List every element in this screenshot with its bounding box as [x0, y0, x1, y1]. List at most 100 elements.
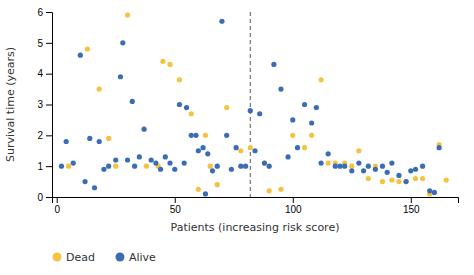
chart: 0501001500123456Patients (increasing ris…	[0, 0, 474, 275]
point	[290, 117, 295, 122]
point	[385, 170, 390, 175]
point	[177, 102, 182, 107]
point	[356, 160, 361, 165]
point	[267, 188, 272, 193]
x-tick: 150	[403, 197, 420, 215]
point	[248, 108, 253, 113]
point	[177, 77, 182, 82]
point	[189, 111, 194, 116]
point	[215, 182, 220, 187]
point	[337, 164, 342, 169]
point	[97, 139, 102, 144]
x-tick-mark	[411, 197, 412, 203]
point	[366, 164, 371, 169]
point	[349, 164, 354, 169]
point	[413, 176, 418, 181]
plot: 0501001500123456	[37, 7, 458, 215]
point	[118, 74, 123, 79]
point	[153, 160, 158, 165]
x-tick-mark	[175, 197, 176, 203]
point	[309, 120, 314, 125]
x-tick-label: 100	[285, 204, 302, 215]
y-tick-mark	[46, 12, 52, 13]
point	[257, 111, 262, 116]
point	[113, 157, 118, 162]
point	[203, 133, 208, 138]
y-tick: 5	[37, 38, 52, 49]
point	[302, 102, 307, 107]
legend-swatch	[53, 253, 62, 262]
point	[66, 164, 71, 169]
y-tick-mark	[46, 43, 52, 44]
y-tick: 6	[37, 7, 52, 18]
point	[342, 164, 347, 169]
point	[403, 179, 408, 184]
legend: DeadAlive	[53, 251, 157, 264]
y-tick-label: 3	[37, 99, 43, 110]
point	[234, 145, 239, 150]
y-tick-label: 0	[37, 192, 43, 203]
legend-label: Alive	[129, 251, 156, 264]
point	[314, 105, 319, 110]
point	[224, 105, 229, 110]
y-axis: 0123456	[37, 7, 52, 203]
point	[189, 133, 194, 138]
point	[413, 167, 418, 172]
point	[420, 164, 425, 169]
point	[326, 160, 331, 165]
point	[130, 99, 135, 104]
y-tick: 3	[37, 99, 52, 110]
y-tick-label: 5	[37, 38, 43, 49]
point	[224, 133, 229, 138]
point	[229, 167, 234, 172]
point	[318, 160, 323, 165]
point	[238, 164, 243, 169]
point	[193, 133, 198, 138]
point	[318, 77, 323, 82]
point	[295, 145, 300, 150]
point	[215, 164, 220, 169]
point	[444, 177, 449, 182]
point	[106, 164, 111, 169]
x-axis-title: Patients (increasing risk score)	[171, 221, 340, 234]
point	[141, 127, 146, 132]
point	[219, 19, 224, 24]
legend-item: Alive	[115, 251, 156, 264]
point	[208, 164, 213, 169]
point	[97, 86, 102, 91]
point	[85, 46, 90, 51]
point	[158, 167, 163, 172]
series	[59, 19, 442, 197]
point	[389, 177, 394, 182]
point	[373, 167, 378, 172]
point	[144, 164, 149, 169]
point	[389, 160, 394, 165]
point	[420, 176, 425, 181]
point	[432, 190, 437, 195]
point	[243, 164, 248, 169]
point	[238, 148, 243, 153]
point	[137, 154, 142, 159]
point	[290, 133, 295, 138]
point	[120, 40, 125, 45]
y-tick: 4	[37, 68, 52, 79]
point	[408, 168, 413, 173]
series	[66, 12, 449, 196]
x-axis: 050100150	[53, 197, 459, 215]
point	[59, 164, 64, 169]
point	[167, 62, 172, 67]
point	[163, 154, 168, 159]
point	[196, 187, 201, 192]
point	[285, 154, 290, 159]
y-tick-mark	[46, 105, 52, 106]
point	[64, 139, 69, 144]
y-axis-line	[46, 13, 53, 198]
x-tick: 0	[54, 197, 60, 215]
point	[78, 53, 83, 58]
y-tick: 0	[37, 192, 52, 203]
legend-swatch	[115, 253, 124, 262]
y-tick-mark	[46, 166, 52, 167]
y-tick-mark	[46, 74, 52, 75]
point	[113, 164, 118, 169]
point	[149, 157, 154, 162]
